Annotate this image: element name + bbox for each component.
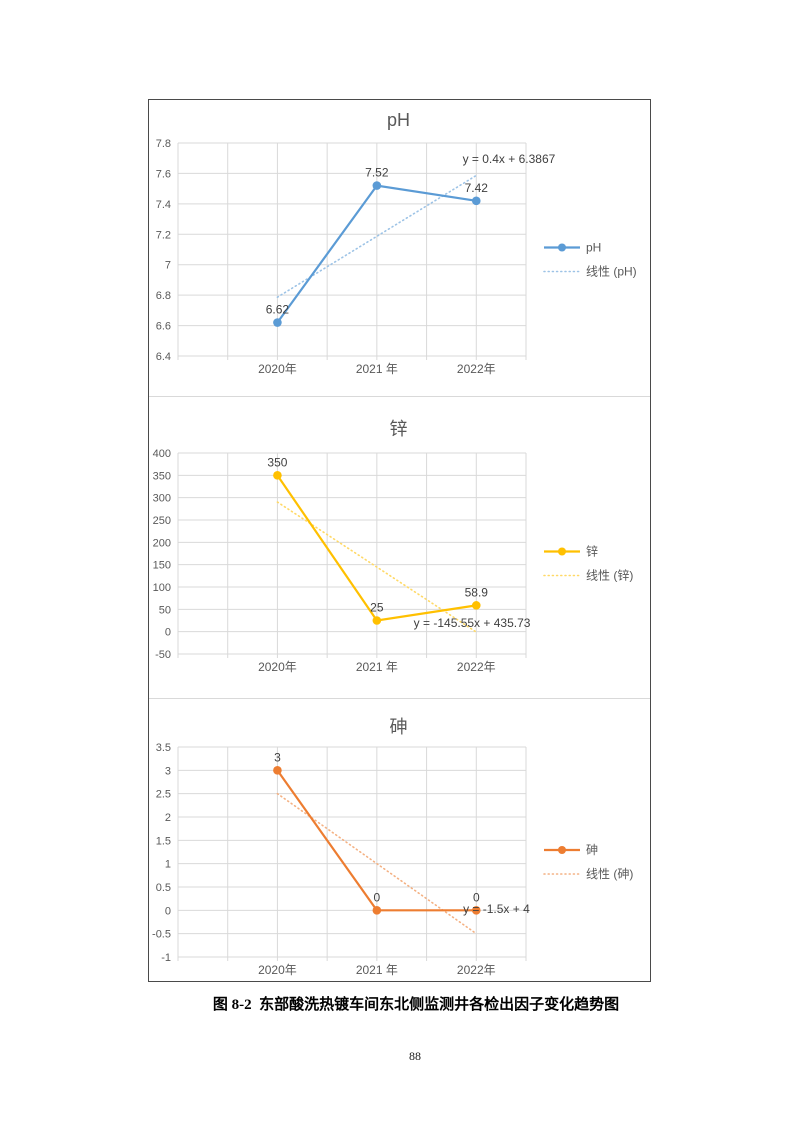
- y-tick-label: 200: [153, 537, 171, 549]
- data-point-label: 25: [370, 601, 384, 615]
- trend-equation: y = 0.4x + 6.3867: [463, 152, 556, 166]
- x-tick-label: 2020年: [258, 963, 297, 977]
- y-tick-label: 3.5: [156, 742, 171, 754]
- arsenic-chart: 3.5 3 2.5 2 1.5 1 0.5 0 -0.5 -1 2020年 2021 年 2022年 3 0…: [149, 698, 650, 981]
- y-tick-label: -1: [161, 952, 171, 964]
- data-point-label: 58.9: [465, 585, 489, 599]
- y-tick-label: 7.6: [156, 168, 171, 180]
- x-tick-label: 2020年: [258, 362, 297, 376]
- y-tick-label: 7.2: [156, 229, 171, 241]
- data-point-marker: [372, 181, 382, 190]
- legend-trend-label: 线性 (pH): [586, 265, 637, 279]
- y-tick-label: 250: [153, 515, 171, 527]
- x-tick-label: 2021 年: [356, 362, 398, 376]
- legend-trend-label: 线性 (砷): [586, 867, 633, 881]
- y-tick-label: -0.5: [152, 929, 171, 941]
- y-tick-label: 50: [159, 604, 171, 616]
- y-tick-label: 1: [165, 859, 171, 871]
- legend-series-label: 锌: [586, 545, 598, 559]
- legend-series-label: pH: [586, 241, 601, 255]
- y-tick-label: 6.6: [156, 321, 171, 333]
- x-tick-label: 2022年: [457, 362, 496, 376]
- y-tick-label: 2: [165, 812, 171, 824]
- y-tick-label: 6.8: [156, 290, 171, 302]
- data-point-label: 7.52: [365, 166, 389, 180]
- data-point-label: 0: [473, 890, 480, 904]
- data-point-marker: [372, 616, 382, 625]
- data-point-marker: [273, 471, 282, 480]
- x-tick-label: 2022年: [457, 660, 496, 674]
- chart-title: 锌: [390, 419, 408, 439]
- data-point-marker: [372, 906, 382, 915]
- y-tick-label: 6.4: [156, 351, 171, 363]
- y-tick-label: 400: [153, 448, 171, 460]
- x-tick-label: 2022年: [457, 963, 496, 977]
- zinc-chart-svg: 400 350 300 250 200 150 100 50 0 -50 2020年 2021 年 20…: [153, 419, 634, 674]
- chart-title: 砷: [390, 717, 408, 737]
- legend-trend-label: 线性 (锌): [586, 569, 633, 583]
- x-tick-label: 2021 年: [356, 963, 398, 977]
- y-tick-label: 0: [165, 627, 171, 639]
- data-point-label: 350: [267, 455, 287, 469]
- legend-series-label: 砷: [586, 843, 598, 857]
- y-tick-label: 7.8: [156, 138, 171, 150]
- y-tick-label: 100: [153, 582, 171, 594]
- y-tick-label: 150: [153, 560, 171, 572]
- legend-series-marker: [558, 243, 566, 252]
- arsenic-chart-svg: 3.5 3 2.5 2 1.5 1 0.5 0 -0.5 -1 2020年 2021 年 2022年 3 0…: [152, 717, 633, 977]
- ph-chart: 7.8 7.6 7.4 7.2 7 6.8 6.6 6.4 2020年 2021 年 2022年 6.…: [149, 100, 650, 396]
- y-tick-label: -50: [155, 649, 171, 661]
- y-tick-label: 0: [165, 905, 171, 917]
- data-point-marker: [471, 906, 481, 915]
- y-tick-label: 0.5: [156, 882, 171, 894]
- ph-chart-svg: 7.8 7.6 7.4 7.2 7 6.8 6.6 6.4 2020年 2021 年 2022年 6.…: [156, 110, 637, 376]
- data-point-marker: [471, 601, 481, 610]
- data-point-label: 7.42: [465, 181, 489, 195]
- y-tick-label: 1.5: [156, 835, 171, 847]
- chart-title: pH: [387, 110, 410, 130]
- page-number: 88: [409, 1049, 421, 1063]
- legend-series-marker: [558, 547, 566, 556]
- y-tick-label: 7.4: [156, 199, 171, 211]
- x-tick-label: 2021 年: [356, 660, 398, 674]
- legend-series-marker: [558, 846, 566, 854]
- figure-caption: 图 8-2 东部酸洗热镀车间东北侧监测井各检出因子变化趋势图: [212, 997, 620, 1013]
- trend-equation: y = -1.5x + 4: [463, 902, 530, 916]
- y-tick-label: 350: [153, 470, 171, 482]
- y-tick-label: 2.5: [156, 789, 171, 801]
- y-tick-label: 3: [165, 765, 171, 777]
- trend-equation: y = -145.55x + 435.73: [414, 616, 531, 630]
- trend-figure-frame: 7.8 7.6 7.4 7.2 7 6.8 6.6 6.4 2020年 2021 年 2022年 6.…: [148, 99, 651, 982]
- zinc-chart: 400 350 300 250 200 150 100 50 0 -50 2020年 2021 年 20…: [149, 396, 650, 698]
- data-point-label: 6.62: [266, 303, 290, 317]
- data-point-marker: [471, 196, 481, 206]
- data-point-label: 3: [274, 750, 281, 764]
- data-point-marker: [273, 766, 282, 775]
- data-point-label: 0: [374, 890, 381, 904]
- y-tick-label: 7: [165, 260, 171, 272]
- y-tick-label: 300: [153, 493, 171, 505]
- x-tick-label: 2020年: [258, 660, 297, 674]
- data-point-marker: [273, 318, 282, 327]
